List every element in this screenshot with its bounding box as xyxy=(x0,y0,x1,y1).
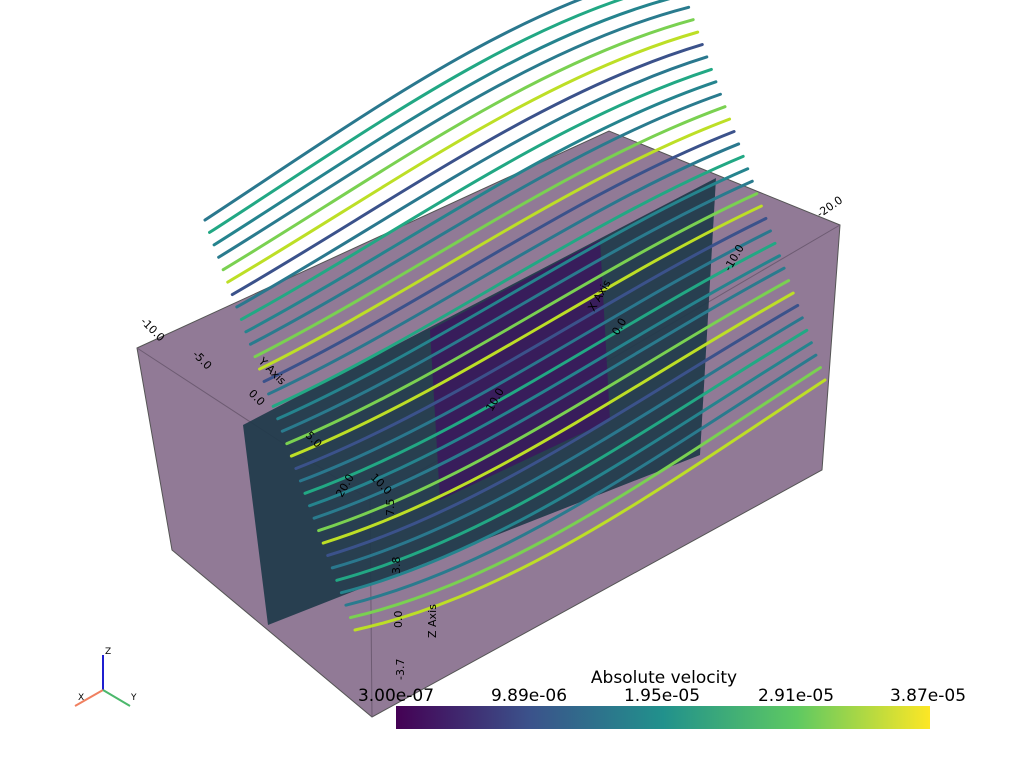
streamline xyxy=(294,216,768,470)
x-arrow xyxy=(74,689,104,707)
streamline xyxy=(276,167,750,421)
streamline xyxy=(248,92,722,346)
streamline xyxy=(280,179,754,433)
colorbar-gradient xyxy=(396,706,930,729)
z-tick-label: 3.8 xyxy=(390,557,403,575)
colorbar-title: Absolute velocity xyxy=(591,668,737,688)
streamline xyxy=(312,266,786,520)
streamline xyxy=(298,229,772,483)
z-axis-title: Z Axis xyxy=(426,604,439,638)
streamline xyxy=(303,241,777,495)
streamline xyxy=(267,142,741,396)
orientation-widget: Z X Y xyxy=(74,647,137,707)
y-label: Y xyxy=(130,693,137,703)
streamline xyxy=(235,55,709,309)
streamline xyxy=(308,254,782,508)
streamline xyxy=(317,279,791,533)
streamline xyxy=(339,341,813,595)
colorbar-tick-label: 3.00e-07 xyxy=(358,686,434,706)
streamline xyxy=(271,154,745,408)
streamline xyxy=(239,67,713,321)
z-tick-label: -3.7 xyxy=(394,659,407,680)
streamline xyxy=(326,303,800,557)
streamline xyxy=(289,204,763,458)
x-tick-label: -20.0 xyxy=(814,193,845,220)
colorbar-tick-label: 1.95e-05 xyxy=(624,686,700,706)
streamline xyxy=(258,117,732,371)
streamline xyxy=(321,291,795,545)
streamline xyxy=(335,328,809,582)
streamline xyxy=(203,0,583,222)
colorbar-tick-label: 3.87e-05 xyxy=(890,686,966,706)
streamline xyxy=(230,43,704,297)
colorbar-tick-label: 9.89e-06 xyxy=(491,686,567,706)
streamline xyxy=(253,105,727,359)
y-arrow xyxy=(102,689,131,707)
streamline xyxy=(226,30,700,284)
streamline xyxy=(221,18,695,272)
z-tick-label: 7.5 xyxy=(384,499,397,517)
streamline xyxy=(262,130,736,384)
streamline xyxy=(348,366,822,620)
z-label: Z xyxy=(105,647,111,657)
x-label: X xyxy=(78,693,84,703)
streamline xyxy=(212,0,671,247)
streamline xyxy=(344,353,818,607)
streamline xyxy=(353,378,827,632)
streamline xyxy=(285,192,759,446)
colorbar: Absolute velocity 3.00e-07 9.89e-06 1.95… xyxy=(358,668,966,729)
colorbar-tick-label: 2.91e-05 xyxy=(758,686,834,706)
z-tick-label: 0.0 xyxy=(392,611,405,629)
streamline xyxy=(244,80,718,334)
streamline xyxy=(208,0,624,234)
slice-core xyxy=(430,240,610,500)
streamline xyxy=(217,5,691,259)
streamlines xyxy=(203,0,827,632)
streamline xyxy=(330,316,804,570)
